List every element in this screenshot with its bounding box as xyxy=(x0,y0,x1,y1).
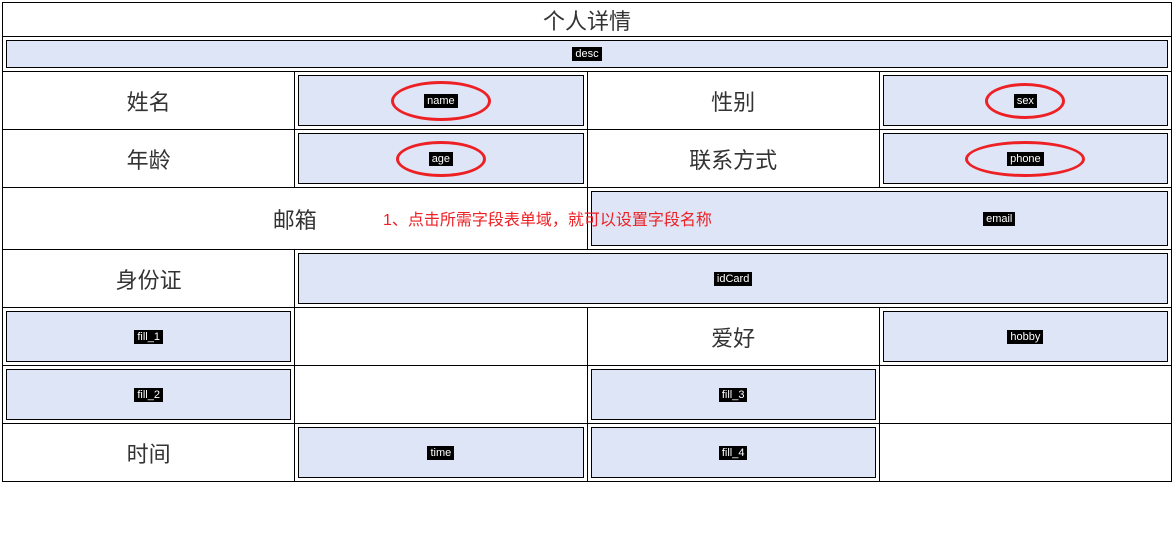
field-fill3[interactable]: fill_3 xyxy=(591,369,876,420)
label-contact: 联系方式 xyxy=(587,130,879,188)
page-title: 个人详情 xyxy=(3,3,1172,37)
label-time: 时间 xyxy=(3,424,295,482)
label-email-cell: 邮箱 1、点击所需字段表单域，就可以设置字段名称 xyxy=(3,188,588,250)
field-tag-hobby: hobby xyxy=(1007,330,1043,344)
field-phone[interactable]: phone xyxy=(883,133,1168,184)
field-fill1[interactable]: fill_1 xyxy=(6,311,291,362)
field-tag-sex: sex xyxy=(1014,94,1037,108)
label-idcard: 身份证 xyxy=(3,250,295,308)
field-tag-desc: desc xyxy=(572,47,601,61)
blank-cell-4 xyxy=(879,424,1171,482)
field-tag-fill3: fill_3 xyxy=(719,388,748,402)
field-hobby[interactable]: hobby xyxy=(883,311,1168,362)
form-designer-table: 个人详情 desc 姓名 name 性别 sex xyxy=(2,2,1172,482)
blank-cell-2 xyxy=(295,366,587,424)
field-tag-age: age xyxy=(429,152,453,166)
label-age: 年龄 xyxy=(3,130,295,188)
field-tag-idcard: idCard xyxy=(714,272,752,286)
label-email: 邮箱 xyxy=(273,203,317,235)
field-tag-time: time xyxy=(427,446,454,460)
field-tag-fill1: fill_1 xyxy=(134,330,163,344)
field-age[interactable]: age xyxy=(298,133,583,184)
field-desc[interactable]: desc xyxy=(6,40,1168,68)
label-name: 姓名 xyxy=(3,72,295,130)
label-sex: 性别 xyxy=(587,72,879,130)
field-name[interactable]: name xyxy=(298,75,583,126)
field-tag-phone: phone xyxy=(1007,152,1044,166)
field-tag-fill2: fill_2 xyxy=(134,388,163,402)
blank-cell-1 xyxy=(295,308,587,366)
field-tag-email: email xyxy=(983,212,1015,226)
field-tag-name: name xyxy=(424,94,458,108)
blank-cell-3 xyxy=(879,366,1171,424)
field-tag-fill4: fill_4 xyxy=(719,446,748,460)
label-hobby: 爱好 xyxy=(587,308,879,366)
field-fill4[interactable]: fill_4 xyxy=(591,427,876,478)
field-fill2[interactable]: fill_2 xyxy=(6,369,291,420)
field-time[interactable]: time xyxy=(298,427,583,478)
field-email[interactable]: email xyxy=(591,191,1169,246)
field-sex[interactable]: sex xyxy=(883,75,1168,126)
field-idcard[interactable]: idCard xyxy=(298,253,1168,304)
